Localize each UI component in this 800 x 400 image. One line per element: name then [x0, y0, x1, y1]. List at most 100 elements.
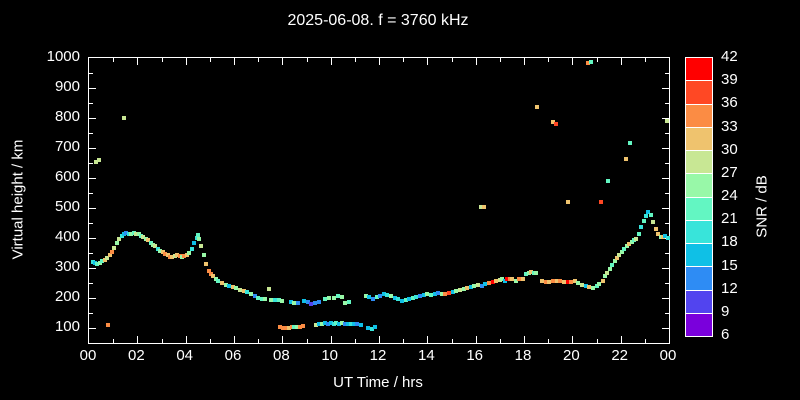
data-point [641, 218, 646, 223]
y-axis-label: Virtual height / km [9, 139, 27, 260]
x-tick [161, 58, 163, 62]
data-point [279, 298, 284, 303]
data-point [631, 238, 636, 243]
data-point [373, 325, 378, 330]
data-point [479, 284, 484, 288]
data-point [374, 295, 379, 300]
x-tick-label: 20 [562, 347, 580, 364]
x-tick [499, 339, 501, 343]
x-tick-label: 22 [611, 347, 628, 364]
data-point [389, 294, 394, 299]
data-point [252, 293, 257, 298]
colorbar-tick-label: 21 [721, 210, 738, 228]
data-point [337, 321, 342, 326]
y-tick [665, 133, 669, 134]
data-point [407, 297, 412, 302]
data-point [213, 277, 218, 282]
data-point [381, 292, 386, 297]
x-tick [427, 336, 429, 343]
y-tick-label: 200 [54, 288, 80, 305]
data-point [136, 232, 141, 237]
data-point [572, 278, 577, 283]
x-tick [644, 339, 646, 343]
data-point [90, 260, 95, 264]
data-point [184, 253, 189, 258]
data-point [664, 119, 669, 123]
data-point [195, 233, 200, 237]
y-tick [665, 103, 669, 104]
data-point [507, 276, 512, 281]
x-tick [548, 58, 550, 62]
data-point [280, 325, 285, 330]
data-point [607, 266, 612, 271]
data-point [343, 300, 348, 305]
data-point [454, 289, 459, 294]
x-tick [234, 58, 235, 65]
data-point [367, 295, 372, 300]
data-point [418, 293, 423, 298]
colorbar-tick-label: 27 [721, 163, 738, 181]
y-tick-label: 300 [54, 258, 80, 275]
data-point [309, 301, 314, 306]
data-point [439, 291, 444, 296]
x-tick [475, 336, 477, 343]
colorbar-tick-label: 30 [721, 140, 738, 158]
y-tick [662, 88, 669, 89]
data-point [155, 246, 160, 251]
data-point [106, 323, 111, 327]
colorbar-block [686, 313, 712, 336]
colorbar-block [686, 197, 712, 221]
colorbar-tick-label: 24 [721, 187, 738, 204]
data-point [580, 282, 584, 287]
data-point [331, 321, 336, 326]
data-point [219, 281, 224, 285]
x-tick [403, 58, 405, 62]
y-tick [665, 73, 669, 74]
data-point [296, 300, 301, 305]
data-point [312, 300, 317, 305]
x-tick [354, 58, 356, 62]
data-point [644, 213, 649, 218]
colorbar-tick-label: 36 [721, 94, 738, 112]
data-point [646, 209, 651, 214]
y-tick-label: 700 [54, 138, 80, 155]
plot-area [88, 57, 670, 344]
data-point [606, 179, 611, 183]
data-point [269, 297, 274, 302]
data-point [551, 119, 555, 124]
data-point [610, 263, 615, 267]
y-tick [662, 178, 669, 179]
data-point [192, 241, 197, 246]
data-point [163, 251, 168, 256]
data-point [267, 287, 272, 291]
y-tick [89, 313, 93, 314]
data-point [436, 290, 441, 295]
x-tick [524, 58, 525, 65]
data-point [124, 230, 129, 235]
data-point [158, 248, 163, 253]
colorbar-block [686, 290, 712, 314]
data-point [175, 253, 180, 258]
data-point [339, 294, 344, 299]
data-point [107, 253, 112, 258]
x-tick [258, 339, 260, 343]
data-point [327, 296, 332, 301]
y-tick-label: 600 [54, 168, 80, 185]
data-point [587, 284, 592, 289]
x-tick [185, 336, 187, 343]
data-point [105, 256, 110, 261]
data-point [432, 292, 437, 297]
data-point [141, 235, 146, 240]
colorbar-tick-label: 33 [721, 117, 738, 135]
data-point [526, 270, 531, 275]
data-point [332, 296, 337, 300]
y-tick-label: 900 [54, 78, 80, 95]
data-point [392, 295, 397, 300]
data-point [483, 282, 488, 287]
data-point [547, 279, 552, 284]
data-point [369, 326, 374, 331]
data-point [624, 244, 629, 249]
data-point [143, 236, 148, 241]
data-point [131, 230, 136, 235]
data-point [421, 292, 426, 297]
